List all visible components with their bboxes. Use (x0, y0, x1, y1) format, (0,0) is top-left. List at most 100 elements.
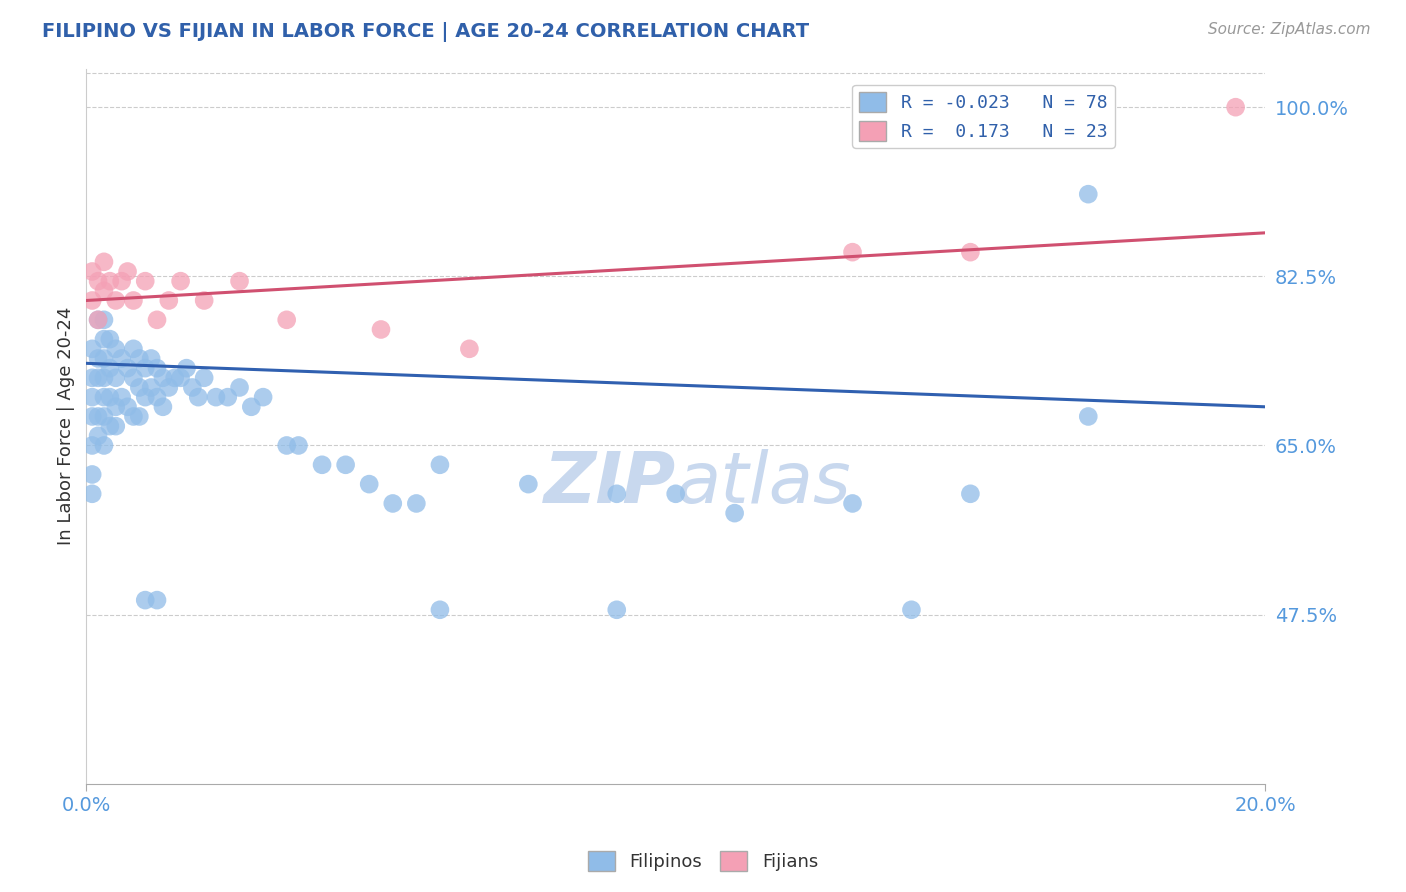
Point (122, 409, 145, 424)
Text: FILIPINO VS FIJIAN IN LABOR FORCE | AGE 20-24 CORRELATION CHART: FILIPINO VS FIJIAN IN LABOR FORCE | AGE … (42, 22, 810, 42)
Point (82, 487, 104, 501)
Y-axis label: In Labor Force | Age 20-24: In Labor Force | Age 20-24 (58, 307, 75, 545)
Point (606, 603, 628, 617)
Point (98, 274, 121, 288)
Point (152, 400, 174, 414)
Point (146, 361, 169, 376)
Point (152, 371, 174, 385)
Point (98, 390, 121, 404)
Point (82, 409, 104, 424)
Point (87, 313, 110, 327)
Point (276, 313, 298, 327)
Point (139, 351, 162, 366)
Point (228, 274, 250, 288)
Point (87, 409, 110, 424)
Point (87, 371, 110, 385)
Point (98, 419, 121, 434)
Point (87, 313, 110, 327)
Point (176, 361, 198, 376)
Point (146, 593, 169, 607)
Point (87, 274, 110, 288)
Point (82, 438, 104, 452)
Point (900, 603, 922, 617)
Point (169, 371, 191, 385)
Point (370, 322, 392, 336)
Point (240, 400, 263, 414)
Point (87, 351, 110, 366)
Point (146, 313, 169, 327)
Point (93, 284, 115, 298)
Point (128, 351, 150, 366)
Point (458, 342, 481, 356)
Point (82, 342, 104, 356)
Point (665, 487, 688, 501)
Point (104, 371, 127, 385)
Point (93, 390, 115, 404)
Point (1225, 100, 1247, 114)
Point (122, 371, 145, 385)
Point (157, 293, 180, 308)
Point (429, 458, 451, 472)
Point (82, 467, 104, 482)
Point (134, 361, 156, 376)
Point (841, 496, 863, 510)
Point (359, 477, 381, 491)
Point (98, 332, 121, 346)
Point (93, 351, 115, 366)
Point (193, 293, 215, 308)
Point (134, 390, 156, 404)
Point (87, 429, 110, 443)
Point (723, 506, 745, 520)
Point (228, 380, 250, 394)
Point (276, 438, 298, 452)
Legend: R = -0.023   N = 78, R =  0.173   N = 23: R = -0.023 N = 78, R = 0.173 N = 23 (852, 85, 1115, 148)
Point (606, 487, 628, 501)
Point (181, 380, 204, 394)
Point (93, 255, 115, 269)
Point (82, 264, 104, 278)
Point (117, 400, 139, 414)
Point (93, 371, 115, 385)
Point (104, 419, 127, 434)
Point (959, 245, 981, 260)
Point (841, 245, 863, 260)
Point (93, 409, 115, 424)
Point (117, 361, 139, 376)
Point (128, 380, 150, 394)
Point (82, 371, 104, 385)
Point (134, 274, 156, 288)
Point (187, 390, 209, 404)
Point (1077, 409, 1099, 424)
Point (122, 342, 145, 356)
Point (217, 390, 239, 404)
Point (405, 496, 427, 510)
Point (163, 371, 186, 385)
Point (93, 313, 115, 327)
Point (134, 593, 156, 607)
Point (111, 274, 134, 288)
Point (82, 390, 104, 404)
Point (157, 380, 180, 394)
Text: Source: ZipAtlas.com: Source: ZipAtlas.com (1208, 22, 1371, 37)
Point (169, 274, 191, 288)
Point (381, 496, 404, 510)
Point (311, 458, 333, 472)
Text: atlas: atlas (676, 449, 851, 518)
Legend: Filipinos, Fijians: Filipinos, Fijians (581, 844, 825, 879)
Point (122, 293, 145, 308)
Point (93, 332, 115, 346)
Point (146, 390, 169, 404)
Point (335, 458, 357, 472)
Point (205, 390, 228, 404)
Point (82, 293, 104, 308)
Point (104, 400, 127, 414)
Point (959, 487, 981, 501)
Point (1077, 187, 1099, 202)
Point (139, 380, 162, 394)
Point (104, 342, 127, 356)
Point (517, 477, 540, 491)
Point (111, 390, 134, 404)
Point (128, 409, 150, 424)
Point (429, 603, 451, 617)
Point (98, 361, 121, 376)
